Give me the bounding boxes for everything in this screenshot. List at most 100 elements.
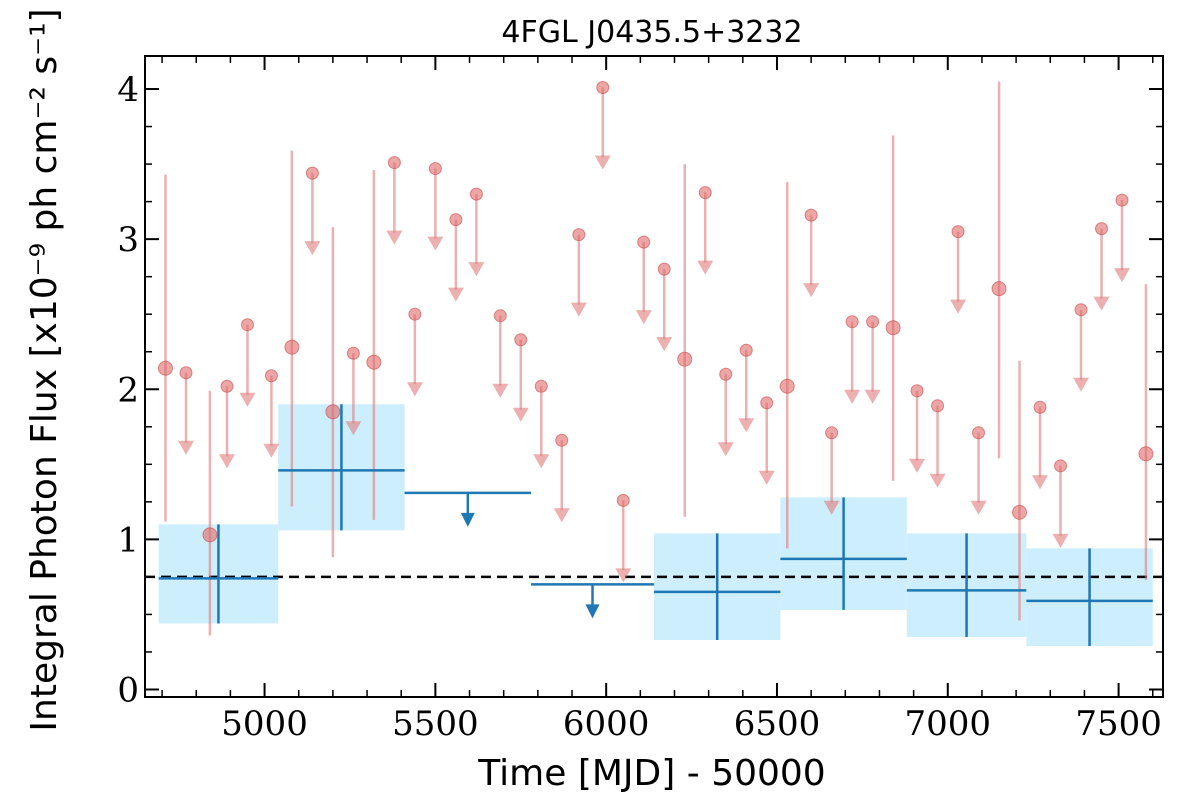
x-axis-label: Time [MJD] - 50000 (477, 753, 825, 794)
fine-upper-limit-arrow-25 (823, 500, 840, 515)
fine-detection-point-5 (677, 351, 693, 367)
fine-upper-limit-arrow-6 (386, 230, 403, 245)
fine-upper-limit-point-9 (449, 213, 463, 227)
fine-upper-limit-point-1 (220, 379, 234, 393)
fine-upper-limit-point-20 (698, 186, 712, 200)
fine-upper-limit-arrow-23 (758, 470, 775, 485)
y-tick-label-2: 2 (117, 370, 139, 410)
chart-title: 4FGL J0435.5+3232 (501, 15, 802, 50)
fine-upper-limit-arrow-17 (615, 568, 632, 583)
fine-upper-limit-point-21 (719, 367, 733, 381)
fine-upper-limit-arrow-31 (970, 500, 987, 515)
fine-upper-limit-point-5 (346, 346, 360, 360)
fine-upper-limit-point-17 (616, 493, 630, 507)
fine-upper-limit-arrow-15 (570, 302, 587, 317)
fine-upper-limit-point-36 (1115, 193, 1129, 207)
fine-upper-limit-point-13 (534, 379, 548, 393)
fine-upper-limit-arrow-5 (345, 421, 362, 436)
fine-upper-limit-arrow-11 (492, 383, 509, 398)
fine-detection-point-3 (325, 404, 341, 420)
fine-upper-limit-point-10 (469, 187, 483, 201)
fine-upper-limit-arrow-24 (803, 283, 820, 298)
axes-frame (144, 55, 1164, 698)
fine-detection-point-10 (1138, 446, 1154, 462)
fine-upper-limit-point-25 (825, 426, 839, 440)
fine-upper-limit-arrow-19 (656, 337, 673, 352)
y-tick-label-0: 0 (117, 670, 139, 710)
x-tick-label-4: 7000 (905, 704, 992, 744)
fine-upper-limit-arrow-35 (1093, 296, 1110, 311)
binned-upper-limit-arrow-0 (460, 512, 475, 527)
fine-upper-limit-arrow-29 (929, 473, 946, 488)
fine-upper-limit-arrow-36 (1114, 268, 1131, 283)
fine-detection-point-9 (1012, 504, 1028, 520)
fine-detection-point-7 (885, 320, 901, 336)
axes: 5000 5500 6000 6500 7000 7500 0 1 2 3 4 (117, 55, 1164, 744)
fine-upper-limit-point-24 (804, 208, 818, 222)
fine-detection-point-8 (991, 281, 1007, 297)
y-tick-label-1: 1 (117, 520, 139, 560)
fine-upper-limit-arrow-7 (406, 382, 423, 397)
fine-upper-limit-point-16 (596, 81, 610, 95)
plot-area (145, 81, 1163, 646)
fine-upper-limit-arrow-18 (635, 310, 652, 325)
fine-upper-limit-point-19 (657, 262, 671, 276)
fine-upper-limit-point-14 (555, 433, 569, 447)
fine-upper-limit-arrow-26 (844, 389, 861, 404)
binned-upper-limit-arrow-1 (585, 604, 600, 619)
fine-upper-limit-arrow-8 (427, 236, 444, 251)
fine-upper-limit-point-15 (572, 228, 586, 242)
fine-upper-limit-point-31 (972, 426, 986, 440)
fine-upper-limit-arrow-9 (447, 287, 464, 302)
y-tick-label-4: 4 (117, 70, 139, 110)
fine-upper-limit-arrow-2 (239, 392, 256, 407)
fine-upper-limit-point-8 (428, 162, 442, 176)
fine-detection-point-6 (779, 378, 795, 394)
fine-upper-limit-point-27 (866, 315, 880, 329)
fine-upper-limit-point-34 (1074, 303, 1088, 317)
fine-upper-limit-arrow-1 (218, 454, 235, 469)
x-tick-label-3: 6500 (734, 704, 821, 744)
fine-upper-limit-point-3 (264, 369, 278, 383)
fine-upper-limit-arrow-16 (594, 155, 611, 170)
fine-upper-limit-point-22 (739, 343, 753, 357)
fine-upper-limit-point-26 (845, 315, 859, 329)
fine-upper-limit-arrow-3 (263, 443, 280, 458)
fine-upper-limit-arrow-13 (533, 454, 550, 469)
fine-upper-limit-arrow-32 (1032, 475, 1049, 490)
fine-upper-limit-arrow-10 (468, 262, 485, 277)
fine-upper-limit-point-32 (1033, 400, 1047, 414)
fine-upper-limit-arrow-20 (697, 260, 714, 275)
fine-upper-limit-arrow-27 (864, 389, 881, 404)
fine-upper-limit-point-23 (760, 396, 774, 410)
fine-upper-limit-point-35 (1095, 222, 1109, 236)
fine-upper-limit-arrow-21 (717, 442, 734, 457)
fine-upper-limit-point-4 (305, 166, 319, 180)
fine-upper-limit-arrow-14 (553, 508, 570, 523)
x-tick-label-0: 5000 (221, 704, 308, 744)
fine-upper-limit-point-6 (387, 156, 401, 170)
y-axis-label: Integral Photon Flux [x10⁻⁹ ph cm⁻² s⁻¹] (24, 8, 65, 731)
fine-upper-limit-point-7 (408, 307, 422, 321)
fine-upper-limit-arrow-34 (1073, 377, 1090, 392)
fine-upper-limit-arrow-4 (304, 241, 321, 256)
fine-detection-point-1 (202, 527, 218, 543)
fine-upper-limit-point-18 (637, 235, 651, 249)
fine-detection-point-4 (366, 354, 382, 370)
fine-detection-point-0 (157, 360, 173, 376)
fine-upper-limit-point-33 (1054, 459, 1068, 473)
x-tick-label-2: 6000 (563, 704, 650, 744)
y-tick-label-3: 3 (117, 220, 139, 260)
fine-upper-limit-point-11 (493, 309, 507, 323)
fine-upper-limit-point-28 (910, 384, 924, 398)
fine-upper-limit-point-12 (514, 333, 528, 347)
fine-upper-limit-arrow-22 (738, 418, 755, 433)
fine-upper-limit-arrow-12 (512, 407, 529, 422)
fine-upper-limit-point-30 (951, 225, 965, 239)
fine-upper-limit-point-2 (240, 318, 254, 332)
fine-upper-limit-point-0 (179, 366, 193, 380)
fine-detection-point-2 (284, 339, 300, 355)
fine-upper-limit-point-29 (931, 399, 945, 413)
x-tick-label-5: 7500 (1075, 704, 1162, 744)
